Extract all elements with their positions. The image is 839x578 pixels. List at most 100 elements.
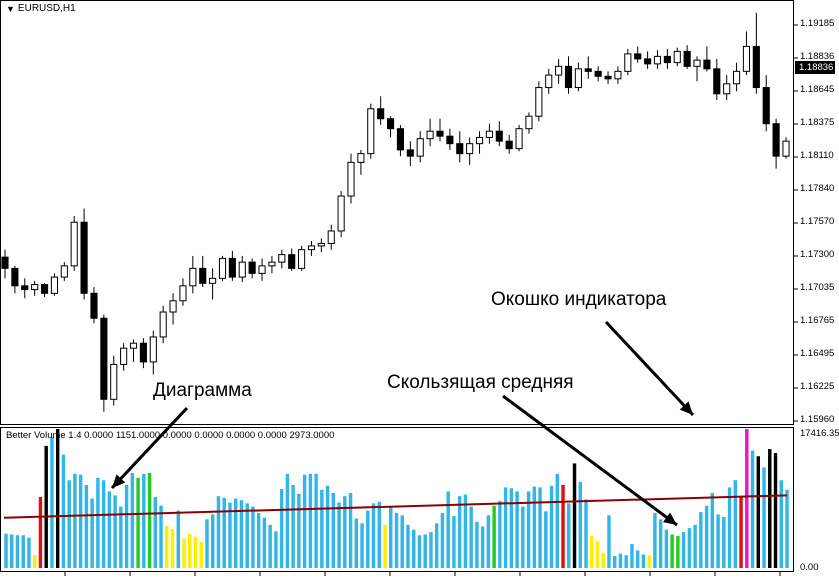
- candle-body: [100, 317, 108, 400]
- volume-bar: [222, 497, 226, 568]
- volume-bar: [768, 449, 772, 568]
- volume-bar: [170, 528, 175, 568]
- volume-bar: [216, 496, 221, 568]
- volume-bar: [124, 484, 129, 568]
- volume-bar: [544, 511, 548, 568]
- triangle-down-icon[interactable]: ▼: [6, 3, 15, 14]
- candle-body: [80, 221, 88, 294]
- volume-bar: [676, 536, 680, 568]
- volume-bar: [136, 477, 140, 568]
- candle-body: [406, 149, 414, 157]
- indicator-title: Better Volume 1.4 0.0000 1151.0000 0.000…: [6, 430, 335, 441]
- volume-bar: [561, 484, 565, 568]
- volume-bar: [503, 487, 508, 568]
- candle-body: [782, 140, 790, 157]
- volume-bar: [699, 512, 703, 568]
- candle-body: [209, 277, 217, 284]
- volume-bar: [452, 516, 456, 568]
- price-chart-panel[interactable]: [0, 0, 794, 425]
- candle-body: [673, 50, 681, 64]
- volume-bar: [302, 474, 307, 568]
- candle-body: [307, 245, 316, 251]
- price-axis-label: 1.16495: [800, 348, 835, 359]
- candle-body: [723, 83, 731, 95]
- candle-body: [149, 336, 157, 363]
- volume-bar: [371, 503, 376, 568]
- candle-body: [248, 261, 256, 274]
- volume-bar: [4, 533, 8, 568]
- candle-body: [475, 136, 484, 145]
- candle-body: [179, 285, 187, 302]
- price-axis-label: 1.15960: [800, 414, 835, 425]
- volume-bar: [612, 556, 617, 568]
- candle-body: [347, 161, 355, 197]
- volume-bar: [400, 515, 404, 568]
- candle-body: [1, 256, 9, 269]
- volume-bar: [15, 535, 20, 568]
- volume-bar: [756, 456, 761, 568]
- volume-bar: [526, 491, 531, 568]
- volume-bar: [348, 492, 353, 568]
- volume-bar: [159, 505, 163, 568]
- volume-bar: [297, 493, 301, 568]
- candle-body: [762, 87, 770, 125]
- candle-body: [258, 265, 266, 274]
- candle-body: [139, 342, 147, 363]
- candle-body: [31, 284, 39, 291]
- volume-bar: [394, 512, 399, 568]
- volume-bar: [693, 524, 697, 568]
- volume-bar: [130, 473, 135, 568]
- volume-bar: [601, 552, 605, 568]
- candle-body: [693, 59, 701, 67]
- candle-body: [70, 221, 78, 267]
- volume-bar: [354, 518, 359, 568]
- volume-bar: [274, 531, 278, 568]
- volume-bar: [320, 489, 324, 568]
- candle-body: [199, 267, 207, 284]
- candle-body: [396, 128, 405, 151]
- candle-body: [60, 265, 68, 278]
- indicator-axis-top: 17416.35: [800, 428, 839, 439]
- arrow-diagram: [110, 406, 189, 490]
- volume-bar: [188, 533, 192, 568]
- candle-body: [367, 108, 375, 155]
- price-axis-label: 1.17840: [800, 183, 835, 194]
- volume-bar: [21, 535, 25, 568]
- candle-body: [505, 140, 513, 150]
- volume-bar: [469, 506, 473, 568]
- candle-body: [238, 261, 246, 278]
- volume-bar: [722, 516, 726, 568]
- annotation-indicator-window: Окошко индикатора: [491, 289, 667, 310]
- volume-bar: [55, 429, 60, 568]
- price-axis-label: 1.17035: [800, 282, 835, 293]
- volume-bar: [417, 535, 422, 568]
- price-axis-label: 1.18645: [800, 84, 835, 95]
- indicator-panel[interactable]: [0, 427, 794, 572]
- volume-bar: [475, 521, 479, 568]
- annotation-moving-average: Скользящая средняя: [387, 372, 574, 393]
- volume-bar: [113, 495, 117, 568]
- volume-bar: [785, 489, 789, 568]
- price-axis-label: 1.17300: [800, 249, 835, 260]
- volume-bar: [687, 528, 692, 568]
- volume-bar: [480, 526, 485, 568]
- candle-body: [317, 242, 325, 247]
- volume-bar: [429, 532, 433, 568]
- candle-body: [564, 65, 573, 89]
- volume-bar: [647, 555, 651, 568]
- candle-body: [50, 276, 58, 294]
- volume-bar: [584, 499, 588, 568]
- candle-body: [446, 135, 454, 145]
- volume-bar: [773, 453, 778, 568]
- volume-bar: [567, 503, 571, 568]
- candle-body: [703, 59, 711, 70]
- moving-average-line: [3, 494, 788, 519]
- volume-bar: [704, 505, 709, 568]
- volume-bar: [538, 487, 542, 568]
- candle-body: [594, 70, 602, 77]
- volume-bar: [239, 500, 244, 568]
- volume-bar: [434, 523, 439, 568]
- candle-body: [268, 261, 276, 267]
- volume-bar: [147, 473, 152, 568]
